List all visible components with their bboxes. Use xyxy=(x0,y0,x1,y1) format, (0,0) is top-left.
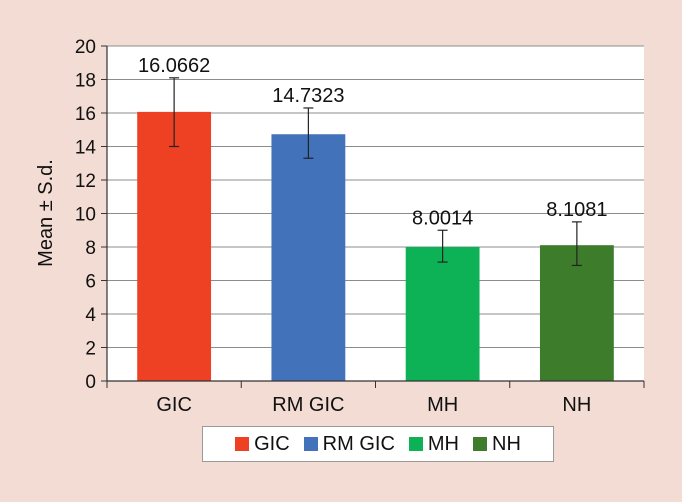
y-tick-label: 20 xyxy=(75,37,96,58)
legend-swatch xyxy=(473,437,487,451)
legend: GIC RM GIC MH NH xyxy=(202,426,554,462)
legend-item: RM GIC xyxy=(303,433,395,455)
y-tick-label: 2 xyxy=(85,339,96,360)
data-label: 14.7323 xyxy=(272,85,344,107)
legend-label: RM GIC xyxy=(322,433,395,455)
bar-nh xyxy=(539,245,614,381)
data-label: 8.1081 xyxy=(546,199,607,221)
data-label: 8.0014 xyxy=(412,207,473,229)
y-tick-label: 16 xyxy=(75,104,96,125)
y-tick-label: 4 xyxy=(85,305,96,326)
y-tick-label: 18 xyxy=(75,71,96,92)
bar-rm-gic xyxy=(271,134,346,381)
x-tick-label: RM GIC xyxy=(272,394,344,416)
x-tick-label: NH xyxy=(562,394,591,416)
legend-swatch xyxy=(235,437,250,451)
axes: 0 2 4 6 8 10 12 14 16 18 20 GIC RM GIC MH NH xyxy=(75,37,645,416)
legend-swatch xyxy=(303,437,318,451)
x-tick-label: GIC xyxy=(156,394,192,416)
bar-mh xyxy=(405,246,480,381)
y-tick-label: 12 xyxy=(75,171,96,192)
y-tick-label: 8 xyxy=(85,238,96,259)
bar-gic xyxy=(137,111,212,382)
y-tick-label: 10 xyxy=(75,205,96,226)
legend-label: GIC xyxy=(254,433,290,455)
legend-item: MH xyxy=(408,433,459,455)
legend-item: NH xyxy=(473,434,521,454)
y-axis-label: Mean ± S.d. xyxy=(35,159,57,267)
bars: 16.0662 14.7323 8.0014 8.1081 xyxy=(137,55,614,382)
legend-swatch xyxy=(408,437,423,451)
data-label: 16.0662 xyxy=(138,55,210,77)
x-tick-label: MH xyxy=(427,394,458,416)
y-tick-label: 6 xyxy=(85,272,96,293)
legend-label: MH xyxy=(427,433,459,455)
legend-label: NH xyxy=(492,433,521,455)
y-tick-label: 0 xyxy=(85,372,96,393)
y-tick-label: 14 xyxy=(75,138,97,159)
legend-item: GIC xyxy=(235,434,290,454)
